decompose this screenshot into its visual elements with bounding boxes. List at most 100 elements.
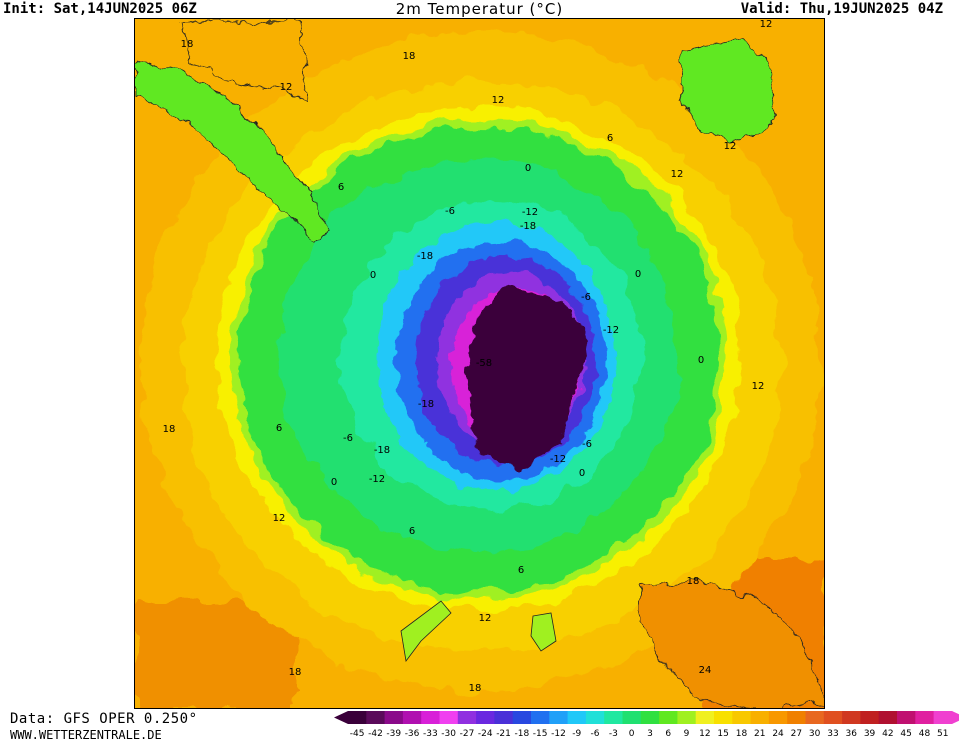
colorbar-tick-label: 48 (919, 729, 931, 739)
cold-core (466, 286, 591, 471)
contour-label: 12 (752, 381, 765, 392)
contour-label: -6 (582, 439, 592, 450)
colorbar-tick-label: 33 (827, 729, 838, 739)
colorbar-swatch (860, 711, 880, 724)
colorbar-swatch (421, 711, 440, 724)
colorbar-tick-label: 27 (791, 729, 802, 739)
colorbar-tick-label: -42 (368, 729, 383, 739)
south-america-land (135, 60, 332, 242)
hot-corner-sw (135, 601, 295, 708)
contour-label: -18 (418, 399, 434, 410)
tasmania-land (530, 612, 557, 652)
colorbar-tick-label: -30 (441, 729, 456, 739)
colorbar-tick-label: -45 (350, 729, 365, 739)
colorbar-swatch (677, 711, 697, 724)
colorbar-swatch (622, 711, 642, 724)
colorbar-swatch (567, 711, 587, 724)
contour-label: -12 (369, 474, 385, 485)
colorbar-min-arrow (334, 711, 348, 724)
contour-label: -6 (445, 206, 455, 217)
colorbar-swatch (439, 711, 459, 724)
contour-label: 6 (338, 182, 344, 193)
contour-label: 18 (469, 683, 482, 694)
colorbar-swatch (494, 711, 514, 724)
contour-label: -18 (417, 251, 433, 262)
colorbar-tick-label: 51 (937, 729, 948, 739)
colorbar-swatch (659, 711, 678, 724)
colorbar-tick-label: -24 (478, 729, 493, 739)
colorbar-tick-label: -18 (514, 729, 529, 739)
colorbar-swatch (695, 711, 715, 724)
south-america-land-upper (180, 20, 307, 102)
colorbar-swatch (348, 711, 367, 724)
colorbar-tick-label: 3 (647, 729, 653, 739)
data-source-label: Data: GFS OPER 0.250° (10, 711, 198, 727)
colorbar-swatch (531, 711, 550, 724)
colorbar-swatch (512, 711, 532, 724)
contour-label: 12 (273, 513, 286, 524)
contour-label: -6 (343, 433, 353, 444)
colorbar-swatch (915, 711, 935, 724)
colorbar-swatch (768, 711, 788, 724)
contour-label: 0 (635, 269, 641, 280)
contour-label: 18 (289, 667, 302, 678)
contour-label: -6 (581, 292, 591, 303)
colorbar-tick-label: -21 (496, 729, 511, 739)
contour-label: 0 (698, 355, 704, 366)
colorbar-swatch (604, 711, 623, 724)
contour-label: 12 (479, 613, 492, 624)
contour-label: 6 (518, 565, 524, 576)
colorbar-swatch (878, 711, 898, 724)
contour-label: 12 (280, 82, 293, 93)
colorbar-tick-label: 21 (754, 729, 765, 739)
colorbar-tick-label: -39 (386, 729, 401, 739)
colorbar-swatch (787, 711, 806, 724)
contour-label: 12 (671, 169, 684, 180)
colorbar-tick-label: 0 (629, 729, 635, 739)
colorbar-tick-label: -27 (460, 729, 475, 739)
colorbar-tick-label: 42 (882, 729, 893, 739)
colorbar-max-arrow (951, 711, 959, 724)
contour-label: 12 (724, 141, 737, 152)
colorbar-tick-label: 39 (864, 729, 876, 739)
colorbar-swatch (823, 711, 843, 724)
contour-label: 12 (492, 95, 505, 106)
temperature-map: 18 18 12 12 12 6 12 12 6 0 -6 -12 -18 -18 0 0 -6 -12 -58 0 1… (134, 18, 825, 709)
colorbar-tick-label: 45 (900, 729, 911, 739)
africa-land (680, 40, 777, 142)
colorbar-tick-label: 15 (717, 729, 728, 739)
colorbar-swatch (585, 711, 605, 724)
contour-label: -18 (520, 221, 536, 232)
temperature-colorbar: -45 -42 -39 -36 -33 -30 -27 -24 -21 -18 -15 -12 -9 -6… (334, 711, 959, 739)
contour-label: 18 (181, 39, 194, 50)
colorbar-swatch (457, 711, 477, 724)
colorbar-tick-label: 9 (684, 729, 690, 739)
colorbar-tick-label: -6 (591, 729, 600, 739)
contour-label: 18 (403, 51, 416, 62)
init-time-label: Init: Sat,14JUN2025 06Z (3, 1, 197, 17)
colorbar-swatch (732, 711, 752, 724)
new-zealand-land (400, 600, 452, 662)
colorbar-swatch (933, 711, 953, 724)
contour-label: 18 (687, 576, 700, 587)
colorbar-swatch (402, 711, 422, 724)
contour-label: -18 (374, 445, 390, 456)
colorbar-swatch (897, 711, 916, 724)
colorbar-swatch (750, 711, 770, 724)
contour-label: -58 (476, 358, 492, 369)
colorbar-swatch (805, 711, 825, 724)
contour-label: 6 (409, 526, 415, 537)
contour-label: 6 (607, 133, 613, 144)
colorbar-swatch (366, 711, 386, 724)
colorbar-tick-label: -33 (423, 729, 438, 739)
contour-label: 18 (163, 424, 176, 435)
website-label: WWW.WETTERZENTRALE.DE (10, 728, 162, 742)
contour-label: -12 (522, 207, 538, 218)
colorbar-tick-label: 30 (809, 729, 821, 739)
contour-label: 12 (760, 19, 773, 30)
colorbar-tick-label: -9 (572, 729, 581, 739)
colorbar-tick-label: -15 (533, 729, 548, 739)
australia-land (640, 580, 824, 708)
colorbar-tick-label: 12 (699, 729, 710, 739)
contour-label: 0 (331, 477, 337, 488)
